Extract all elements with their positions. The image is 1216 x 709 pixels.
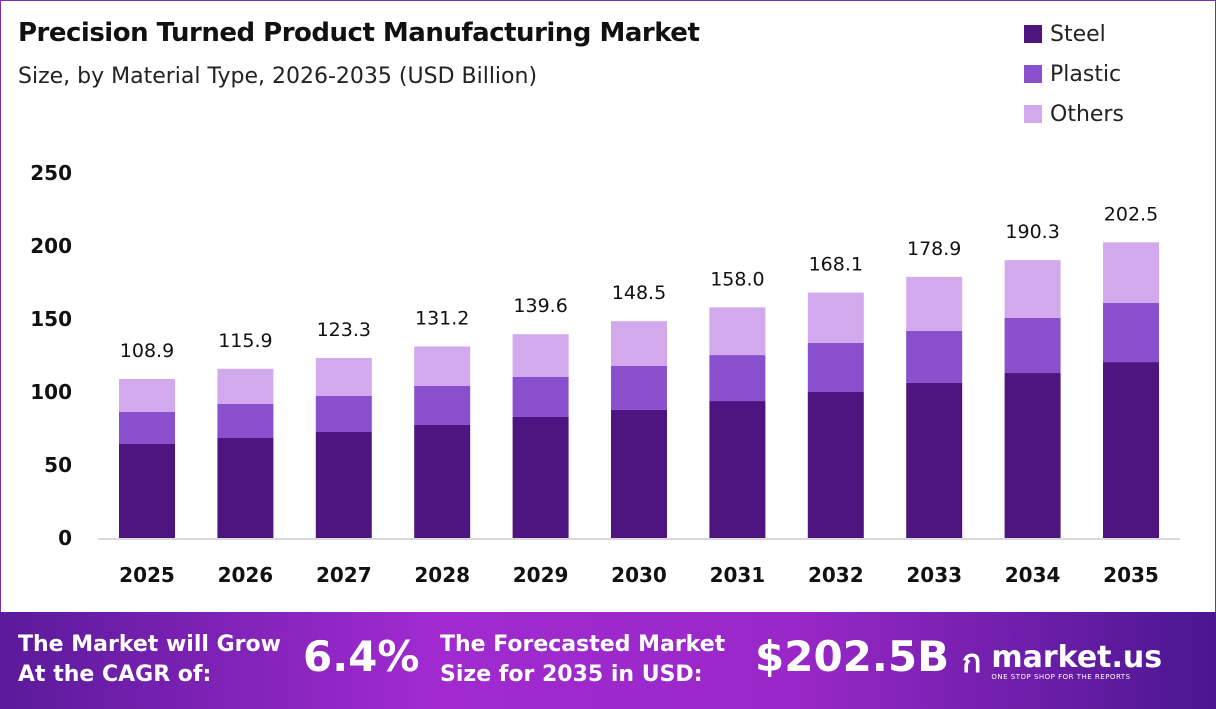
data-label: 190.3 — [1005, 221, 1059, 243]
bar-segment-others — [512, 334, 569, 377]
legend-label: Plastic — [1050, 61, 1122, 87]
legend-item-others: Others — [1024, 94, 1124, 134]
x-tick-label: 2025 — [119, 563, 175, 587]
bar-segment-others — [709, 307, 766, 356]
footer-banner: The Market will Grow At the CAGR of: 6.4… — [0, 612, 1216, 709]
bar-segment-plastic — [709, 355, 766, 402]
legend-item-steel: Steel — [1024, 14, 1124, 54]
bar-segment-others — [906, 276, 963, 331]
y-tick-label: 200 — [30, 234, 72, 258]
legend-swatch — [1024, 25, 1042, 43]
bar-segment-others — [1004, 260, 1061, 318]
legend-swatch — [1024, 105, 1042, 123]
bar-segment-steel — [1103, 362, 1159, 538]
y-tick-label: 150 — [30, 307, 72, 331]
x-tick-label: 2031 — [710, 563, 766, 587]
data-label: 178.9 — [907, 238, 961, 260]
cagr-label-line2: At the CAGR of: — [18, 662, 212, 687]
x-tick-label: 2033 — [906, 563, 962, 587]
bar-segment-steel — [906, 382, 963, 538]
bar-segment-others — [217, 368, 274, 404]
cagr-label: The Market will Grow At the CAGR of: — [18, 630, 281, 690]
cagr-value: 6.4% — [303, 632, 420, 681]
bar-segment-steel — [315, 432, 372, 538]
bar-segment-steel — [119, 443, 175, 538]
bar-segment-plastic — [611, 366, 667, 410]
x-tick-label: 2026 — [218, 563, 274, 587]
forecast-label-line1: The Forecasted Market — [440, 632, 726, 657]
bar-segment-steel — [414, 424, 471, 538]
bar-segment-plastic — [315, 395, 372, 433]
bar-segment-plastic — [217, 403, 274, 438]
legend-swatch — [1024, 65, 1042, 83]
market-us-logo: ก market.us ONE STOP SHOP FOR THE REPORT… — [962, 636, 1162, 687]
x-tick-label: 2035 — [1103, 563, 1159, 587]
bar-segment-others — [315, 357, 372, 396]
logo-tagline: ONE STOP SHOP FOR THE REPORTS — [991, 672, 1131, 681]
forecast-label: The Forecasted Market Size for 2035 in U… — [440, 630, 725, 690]
bar-segment-steel — [512, 416, 569, 538]
data-label: 158.0 — [710, 268, 764, 290]
y-tick-label: 250 — [30, 161, 72, 185]
x-tick-label: 2030 — [611, 563, 667, 587]
bar-segment-steel — [611, 409, 667, 538]
bar-segment-steel — [807, 392, 864, 538]
data-label: 148.5 — [612, 282, 666, 304]
chart-subtitle: Size, by Material Type, 2026-2035 (USD B… — [18, 64, 538, 89]
x-tick-label: 2032 — [808, 563, 864, 587]
bar-segment-plastic — [1103, 302, 1159, 363]
x-tick-label: 2029 — [513, 563, 569, 587]
legend: Steel Plastic Others — [1024, 14, 1124, 134]
forecast-value: $202.5B — [755, 632, 950, 681]
data-label: 168.1 — [809, 254, 863, 276]
bar-segment-steel — [1004, 373, 1061, 538]
y-tick-label: 50 — [44, 453, 72, 477]
y-tick-label: 0 — [58, 526, 72, 550]
chart-title: Precision Turned Product Manufacturing M… — [18, 18, 700, 48]
x-tick-label: 2028 — [414, 563, 470, 587]
bar-segment-others — [807, 292, 864, 343]
bar-segment-plastic — [906, 330, 963, 383]
bar-segment-plastic — [1004, 317, 1061, 374]
data-label: 202.5 — [1104, 203, 1158, 225]
bar-segment-others — [119, 379, 175, 413]
data-label: 115.9 — [218, 330, 272, 352]
data-label: 139.6 — [513, 295, 567, 317]
legend-item-plastic: Plastic — [1024, 54, 1124, 94]
bar-segment-plastic — [807, 342, 864, 392]
x-tick-label: 2034 — [1005, 563, 1061, 587]
bar-segment-others — [414, 346, 471, 387]
logo-name: market.us — [991, 639, 1163, 675]
y-tick-label: 100 — [30, 380, 72, 404]
logo-icon: ก — [962, 642, 982, 680]
bar-segment-steel — [709, 401, 766, 538]
data-label: 131.2 — [415, 307, 469, 329]
legend-label: Others — [1050, 101, 1124, 127]
bar-segment-steel — [217, 437, 274, 538]
data-label: 108.9 — [120, 340, 174, 362]
data-label: 123.3 — [317, 319, 371, 341]
bar-segment-others — [1103, 242, 1159, 303]
bar-segment-plastic — [414, 386, 471, 425]
legend-label: Steel — [1050, 21, 1106, 47]
x-tick-label: 2027 — [316, 563, 372, 587]
stacked-bar-chart: 0 50 100 150 200 250 108.9 2025 115.9 2026 123.3 20… — [30, 161, 1180, 587]
forecast-label-line2: Size for 2035 in USD: — [440, 662, 703, 687]
bar-segment-others — [611, 321, 667, 367]
bar-segment-plastic — [119, 412, 175, 444]
bar-segment-plastic — [512, 376, 569, 417]
cagr-label-line1: The Market will Grow — [18, 632, 281, 657]
